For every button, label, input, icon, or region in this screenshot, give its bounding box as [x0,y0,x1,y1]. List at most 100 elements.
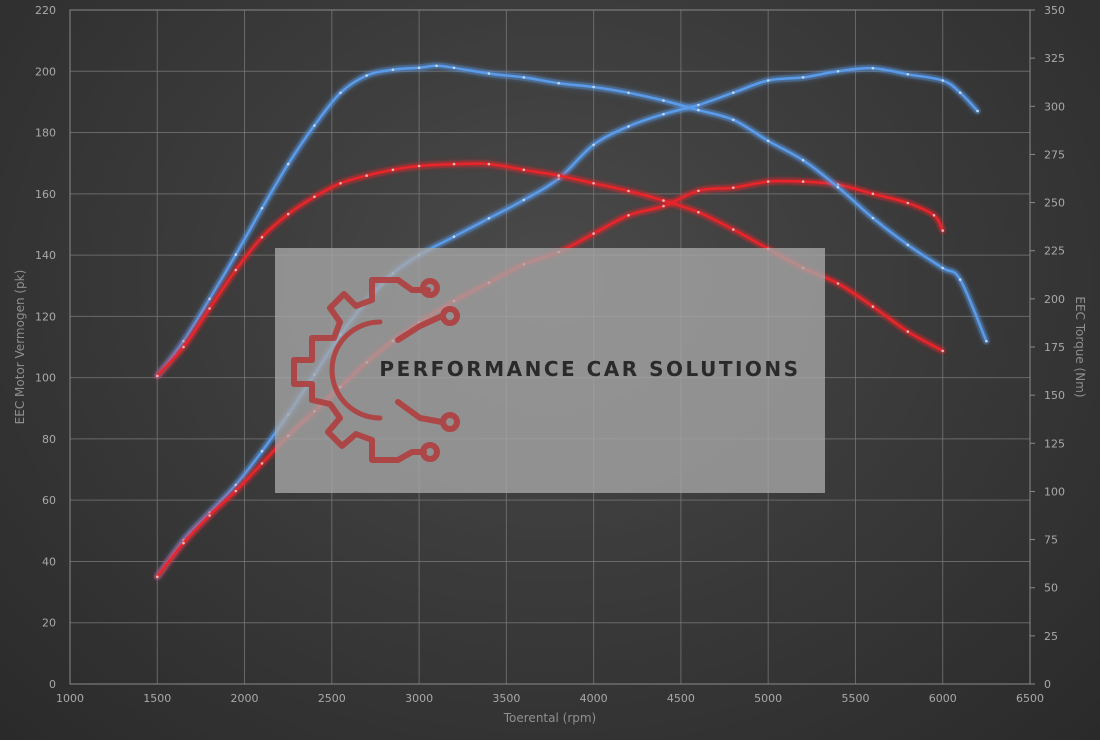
y-tick-label: 220 [35,4,56,17]
data-point-tuned_power [941,229,944,232]
y2-tick-label: 200 [1044,293,1065,306]
y2-tick-label: 150 [1044,389,1065,402]
data-point-tuned_power [906,201,910,205]
data-point-tuned_power [182,541,185,545]
data-point-tuned_torque [906,330,910,333]
data-point-stock_power [906,73,910,76]
y-tick-label: 180 [35,127,56,140]
y-axis-title: EEC Motor Vermogen (pk) [13,270,27,425]
data-point-tuned_power [662,204,665,208]
data-point-tuned_power [627,214,630,217]
data-point-stock_power [941,79,944,82]
data-point-stock_torque [906,243,910,247]
x-tick-label: 3500 [492,692,520,705]
data-point-stock_power [732,91,735,94]
data-point-tuned_torque [697,210,700,214]
data-point-stock_torque [487,72,491,75]
data-point-tuned_torque [662,199,665,202]
data-point-tuned_torque [182,345,185,349]
y-tick-label: 60 [42,494,56,507]
watermark-text: PERFORMANCE CAR SOLUTIONS [379,357,800,381]
data-point-stock_torque [627,91,630,95]
y2-tick-label: 125 [1044,437,1065,450]
x-tick-label: 6000 [929,692,957,705]
data-point-stock_torque [260,207,264,210]
y-tick-label: 200 [35,65,56,78]
data-point-stock_torque [182,339,185,343]
data-point-tuned_power [592,232,595,235]
y-axis-left: 0 20 40 60 80 100 120 140 160 180 200 220 [35,4,56,691]
data-point-tuned_torque [941,349,944,353]
data-point-tuned_torque [156,374,159,378]
x-tick-label: 6500 [1016,692,1044,705]
y-tick-label: 80 [42,433,56,446]
gear-circuit-logo-icon [291,277,460,463]
data-point-tuned_torque [732,228,735,231]
y-tick-label: 100 [35,372,56,385]
y2-tick-label: 225 [1044,245,1065,258]
x-axis-title: Toerental (rpm) [503,711,596,725]
data-point-tuned_power [260,462,264,465]
data-point-stock_power [522,198,526,202]
data-point-tuned_power [766,180,770,183]
y-tick-label: 120 [35,310,56,323]
data-point-tuned_torque [313,195,316,199]
data-point-stock_torque [836,185,840,189]
data-point-tuned_power [234,489,238,493]
data-point-tuned_torque [592,182,595,185]
data-point-tuned_torque [339,182,342,185]
y2-tick-label: 50 [1044,582,1058,595]
y2-tick-label: 350 [1044,4,1065,17]
data-point-stock_power [260,449,264,453]
data-point-stock_power [234,483,238,487]
data-point-stock_power [976,109,979,113]
y2-axis-title: EEC Torque (Nm) [1073,296,1087,397]
y2-tick-label: 250 [1044,197,1065,210]
data-point-stock_torque [766,139,770,143]
data-point-tuned_power [871,192,875,196]
data-point-stock_torque [234,253,238,256]
y-tick-label: 40 [42,555,56,568]
data-point-stock_torque [452,66,456,70]
x-tick-label: 1500 [143,692,171,705]
data-point-tuned_power [156,575,159,579]
y2-tick-label: 75 [1044,534,1058,547]
y2-tick-label: 325 [1044,52,1065,65]
x-tick-label: 2000 [231,692,259,705]
data-point-stock_power [208,511,211,514]
data-point-stock_power [487,217,491,220]
data-point-tuned_torque [487,162,491,166]
data-point-stock_torque [522,76,526,79]
data-point-tuned_torque [260,235,264,239]
y-tick-label: 160 [35,188,56,201]
data-point-stock_torque [871,216,875,220]
data-point-tuned_torque [391,168,395,172]
data-point-stock_power [662,112,665,116]
y2-tick-label: 0 [1044,678,1051,691]
data-point-tuned_power [932,214,936,217]
watermark-panel [275,248,825,493]
watermark: PERFORMANCE CAR SOLUTIONS [275,248,825,493]
data-point-stock_power [871,66,875,70]
data-point-tuned_torque [627,189,630,193]
x-tick-label: 5500 [841,692,869,705]
data-point-tuned_torque [871,305,875,308]
data-point-tuned_torque [417,164,421,168]
data-point-stock_power [836,70,840,73]
data-point-tuned_power [208,514,211,517]
data-point-stock_torque [365,74,369,77]
data-point-stock_power [452,235,456,238]
data-point-stock_power [697,103,700,107]
y2-tick-label: 25 [1044,630,1058,643]
data-point-stock_torque [985,339,988,343]
x-tick-label: 2500 [318,692,346,705]
data-point-tuned_torque [557,174,560,177]
y2-tick-label: 300 [1044,100,1065,113]
data-point-stock_torque [557,81,560,85]
data-point-tuned_torque [208,307,211,310]
data-point-stock_torque [391,68,395,71]
data-point-tuned_power [732,186,735,189]
data-point-stock_power [766,79,770,82]
data-point-stock_torque [732,118,735,122]
data-point-tuned_torque [452,162,456,166]
